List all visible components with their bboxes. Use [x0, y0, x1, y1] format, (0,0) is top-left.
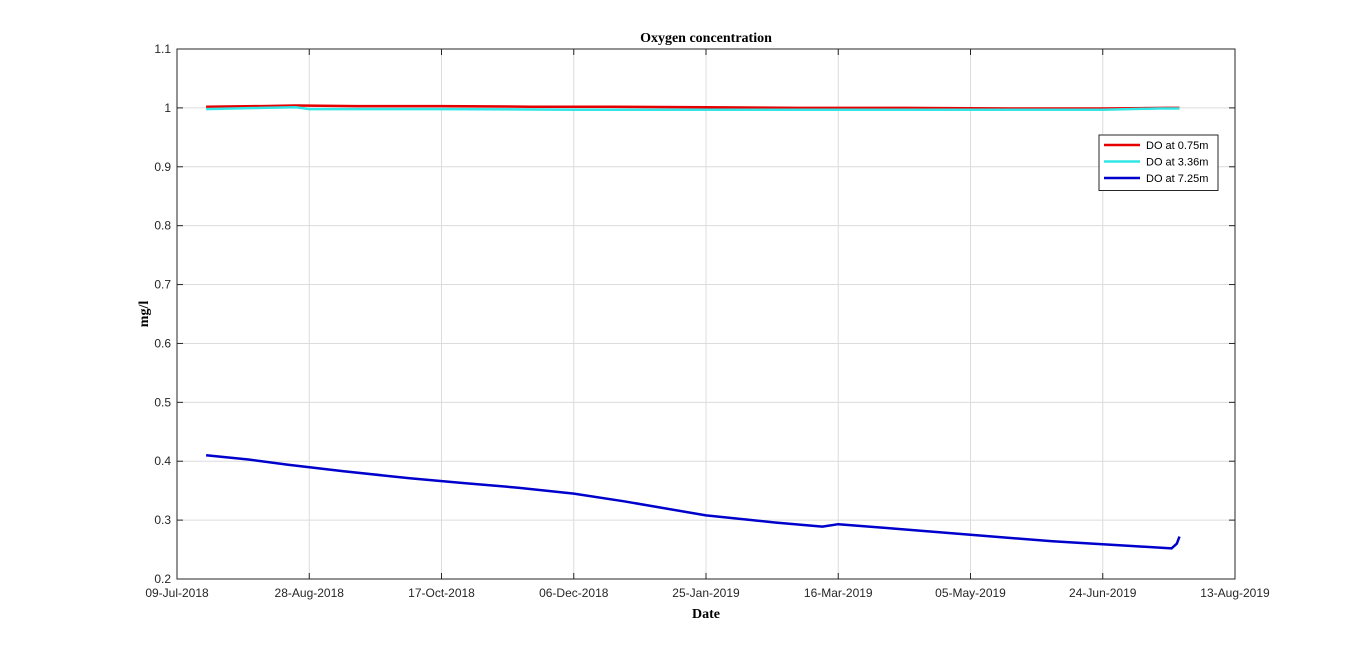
y-tick-label: 0.2: [154, 572, 171, 586]
y-tick-label: 0.8: [154, 219, 171, 233]
x-tick-label: 13-Aug-2019: [1200, 586, 1270, 600]
grid-lines: [177, 49, 1235, 579]
legend: DO at 0.75m DO at 3.36m DO at 7.25m: [1098, 134, 1219, 191]
series-line-3: [205, 454, 1181, 550]
x-tick-label: 06-Dec-2018: [539, 586, 609, 600]
y-tick-label: 0.4: [154, 454, 171, 468]
y-tick-label: 0.7: [154, 278, 171, 292]
y-tick-label: 0.9: [154, 160, 171, 174]
series-layer: [205, 104, 1181, 550]
x-tick-label: 16-Mar-2019: [804, 586, 873, 600]
x-tick-label: 24-Jun-2019: [1069, 586, 1137, 600]
x-tick-labels: 09-Jul-2018 28-Aug-2018 17-Oct-2018 06-Dec-…: [145, 49, 1270, 600]
y-tick-label: 0.6: [154, 336, 171, 350]
y-axis-label: mg/l: [137, 301, 152, 328]
x-tick-label: 25-Jan-2019: [672, 586, 740, 600]
series-line-2: [206, 106, 1180, 111]
y-tick-labels: 0.2 0.3 0.4 0.5 0.6 0.7 0.8 0.9 1 1.1: [154, 42, 1235, 586]
y-tick-label: 1: [164, 101, 171, 115]
legend-entry: DO at 7.25m: [1146, 173, 1208, 185]
x-tick-label: 17-Oct-2018: [408, 586, 475, 600]
x-tick-label: 05-May-2019: [935, 586, 1006, 600]
chart-title: Oxygen concentration: [640, 31, 772, 46]
x-tick-label: 28-Aug-2018: [275, 586, 345, 600]
legend-entry: DO at 3.36m: [1146, 157, 1208, 169]
x-tick-label: 09-Jul-2018: [145, 586, 209, 600]
legend-entry: DO at 0.75m: [1146, 140, 1208, 152]
x-axis-label: Date: [692, 607, 720, 622]
y-tick-label: 1.1: [154, 42, 171, 56]
y-tick-label: 0.3: [154, 513, 171, 527]
y-tick-label: 0.5: [154, 395, 171, 409]
